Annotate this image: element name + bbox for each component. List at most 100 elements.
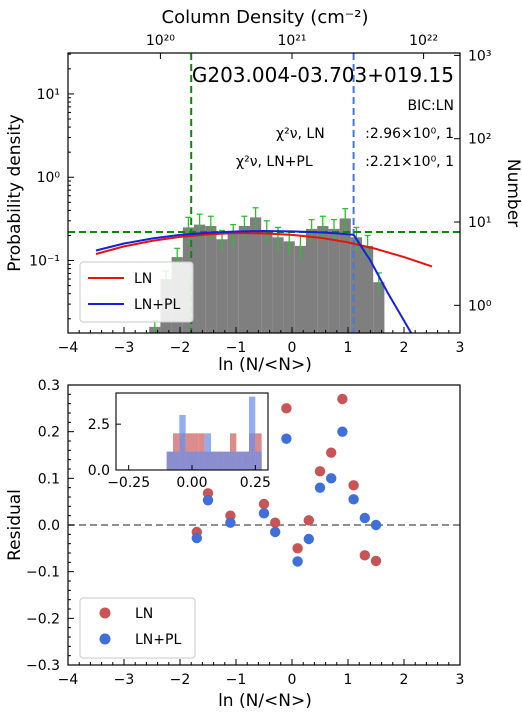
histogram-bar — [216, 239, 228, 333]
inset-x-tick-label: 0.25 — [240, 475, 271, 491]
column-density-tick-label: 10²⁰ — [146, 33, 175, 49]
inset-bars — [166, 396, 262, 470]
chi-ln-value: :2.96×10⁰, 1 — [365, 126, 454, 142]
inset-lnpl-bar — [211, 451, 218, 470]
legend-lnpl-marker — [99, 633, 111, 645]
lnpl-residual-point — [314, 482, 326, 493]
ln-residual-point — [281, 403, 292, 414]
lnpl-fit-curve — [95, 229, 413, 333]
bottom-y-tick-label: −0.1 — [26, 565, 60, 581]
bottom-x-tick-label: −1 — [226, 672, 247, 688]
lnpl-residual-point — [258, 508, 270, 519]
ln-residual-point — [348, 480, 359, 491]
inset-lnpl-bar — [179, 415, 186, 470]
chi-ln-label: χ²ν, LN — [276, 126, 325, 142]
bottom-xlabel: ln (N/<N>) — [218, 691, 312, 711]
ln-residual-point — [270, 517, 281, 528]
legend-lnpl-label: LN+PL — [134, 297, 180, 313]
histogram-bar — [373, 282, 385, 333]
ln-residual-point — [314, 466, 326, 477]
chi-lnpl-value: :2.21×10⁰, 1 — [365, 154, 454, 170]
bottom-y-tick-label: 0.0 — [38, 518, 60, 534]
histogram-bar — [317, 225, 329, 333]
bottom-y-tick-label: 0.1 — [38, 471, 60, 487]
lnpl-residual-point — [359, 512, 370, 524]
inset-lnpl-bar — [236, 451, 243, 470]
column-density-tick-label: 10²² — [409, 33, 438, 49]
legend-ln-label: LN — [134, 271, 152, 287]
legend-ln-marker — [99, 607, 111, 619]
inset-x-tick-label: 0.00 — [176, 475, 207, 491]
inset-x-tick-label: −0.25 — [107, 475, 150, 491]
histogram-bar — [261, 230, 273, 333]
inset-ticks: −0.25 0.00 0.25 0.0 2.5 — [88, 417, 271, 491]
histogram-bar — [205, 225, 217, 333]
top-x-tick-label: 0 — [288, 340, 297, 356]
histogram-bar — [362, 245, 374, 333]
top-axis-ticks: −4 −3 −2 −1 0 1 2 3 10⁻¹ 10⁰ 10¹ 10²⁰ 10²¹ 10²² 10⁰ 10¹… — [29, 33, 492, 356]
inset-lnpl-bar — [185, 451, 192, 470]
histogram-bar — [227, 233, 239, 333]
lnpl-residual-point — [337, 426, 348, 437]
bottom-axis-ticks: −4 −3 −2 −1 0 1 2 3 −0.3 −0.2 −0.1 0.0 0.1 0.2 0.3 — [26, 378, 464, 688]
top-x-tick-label: 3 — [456, 340, 465, 356]
bottom-x-tick-label: 0 — [288, 672, 297, 688]
bottom-legend: LN LN+PL — [79, 597, 196, 659]
inset-lnpl-bar — [255, 451, 262, 470]
bottom-y-tick-label: −0.3 — [26, 658, 60, 674]
bottom-x-tick-label: −2 — [170, 672, 191, 688]
bottom-panel: −4 −3 −2 −1 0 1 2 3 −0.3 −0.2 −0.1 0.0 0.1 0.2 0.3 −0.… — [5, 378, 464, 711]
top-column-density-label: Column Density (cm⁻²) — [162, 7, 369, 28]
ln-residual-point — [359, 550, 370, 561]
inset-lnpl-bar — [166, 451, 173, 470]
inset-y-tick-label: 2.5 — [88, 417, 110, 433]
bottom-y-tick-label: 0.3 — [38, 378, 60, 394]
histogram-error-bars — [151, 207, 382, 333]
inset-lnpl-bar — [204, 433, 211, 470]
number-axis-tick-label: 10³ — [468, 48, 491, 64]
ln-residual-point — [337, 393, 348, 405]
inset-lnpl-bar — [223, 451, 230, 470]
ln-residual-point — [303, 515, 314, 526]
top-x-tick-label: 1 — [344, 340, 353, 356]
lnpl-residual-point — [281, 433, 292, 444]
inset-lnpl-bar — [242, 451, 249, 470]
top-x-tick-label: −3 — [114, 340, 135, 356]
top-legend: LN LN+PL — [79, 261, 194, 323]
top-y-tick-label: 10⁻¹ — [29, 254, 60, 270]
top-ylabel: Probability density — [5, 114, 25, 272]
histogram-bar — [350, 237, 362, 333]
legend-lnpl-residual-label: LN+PL — [135, 632, 181, 648]
fit-curves — [95, 229, 433, 333]
column-density-tick-label: 10²¹ — [277, 33, 306, 49]
inset-lnpl-bar — [217, 451, 224, 470]
histogram-bar — [194, 224, 206, 333]
number-axis-tick-label: 10⁰ — [468, 298, 492, 314]
legend-ln-residual-label: LN — [135, 606, 153, 622]
lnpl-residual-point — [326, 473, 337, 484]
histogram-bar — [283, 241, 295, 333]
top-y-tick-label: 10¹ — [37, 87, 60, 103]
bottom-x-tick-label: −4 — [58, 672, 79, 688]
histogram-bar — [272, 237, 284, 333]
chi-lnpl-label: χ²ν, LN+PL — [236, 154, 313, 170]
number-axis-tick-label: 10¹ — [468, 215, 491, 231]
top-x-tick-label: −4 — [58, 340, 79, 356]
top-x-tick-label: −1 — [226, 340, 247, 356]
inset-y-tick-label: 0.0 — [88, 463, 110, 479]
bottom-x-tick-label: 3 — [456, 672, 465, 688]
lnpl-residual-point — [225, 517, 236, 528]
residual-inset-histogram: −0.25 0.00 0.25 0.0 2.5 — [88, 392, 271, 491]
histogram-bar — [339, 218, 351, 333]
bottom-x-tick-label: 1 — [344, 672, 353, 688]
inset-lnpl-bar — [230, 451, 237, 470]
ln-residual-point — [258, 498, 270, 510]
ln-residual-point — [292, 543, 303, 554]
top-plot-frame — [67, 52, 461, 334]
top-chart-title: G203.004-03.703+019.15 — [192, 63, 454, 87]
histogram-bar — [250, 217, 262, 333]
inset-lnpl-bar — [173, 451, 180, 470]
bottom-x-tick-label: 2 — [400, 672, 409, 688]
bottom-y-tick-label: 0.2 — [38, 425, 60, 441]
